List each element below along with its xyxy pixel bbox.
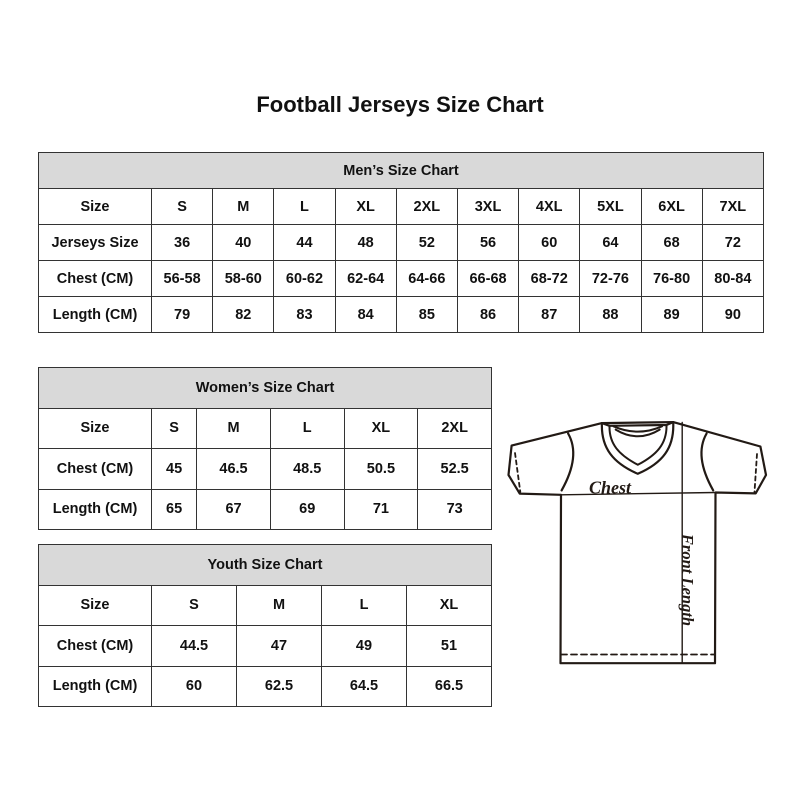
- svg-text:Front Length: Front Length: [678, 533, 697, 626]
- svg-text:Chest: Chest: [589, 478, 632, 498]
